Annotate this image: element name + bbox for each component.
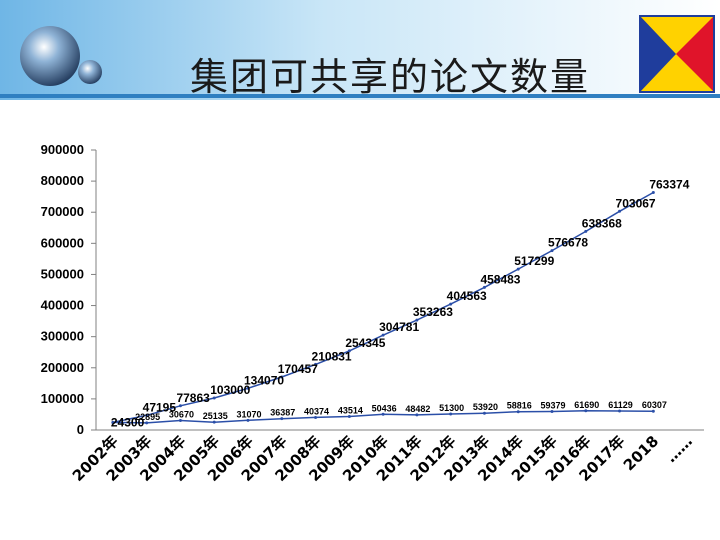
- data-label: 22895: [135, 412, 160, 422]
- data-point: [178, 418, 182, 422]
- data-point: [482, 411, 486, 415]
- data-point: [280, 375, 284, 379]
- x-tick-label: ……: [662, 432, 696, 466]
- y-tick-label: 400000: [41, 298, 84, 313]
- data-label: 30670: [169, 409, 194, 419]
- data-label: 24300: [111, 415, 145, 429]
- data-point: [145, 421, 149, 425]
- data-point: [516, 267, 520, 271]
- data-point: [178, 404, 182, 408]
- chart-axes: [95, 150, 704, 431]
- data-labels: 2430047195778631030001340701704572108312…: [111, 178, 690, 430]
- data-label: 353263: [413, 305, 453, 319]
- brand-flag-logo-icon: [639, 15, 715, 93]
- data-point: [212, 420, 216, 424]
- line-chart: 0 100000 200000 300000 400000 500000 600000 700…: [41, 142, 704, 485]
- y-tick-label: 300000: [41, 329, 84, 344]
- series-lines: [111, 191, 655, 425]
- y-axis-ticks: 0 100000 200000 300000 400000 500000 600000 700…: [41, 142, 96, 437]
- data-label: 404563: [447, 289, 487, 303]
- data-point: [381, 333, 385, 337]
- header-rule: [0, 94, 720, 98]
- data-point: [111, 420, 115, 424]
- data-label: 210831: [312, 349, 352, 363]
- data-label: 58816: [507, 401, 532, 411]
- y-tick-label: 900000: [41, 142, 84, 157]
- series-line-1: [112, 191, 654, 424]
- data-label: 47195: [143, 400, 177, 414]
- y-tick-label: 100000: [41, 391, 84, 406]
- data-label: 254345: [345, 336, 385, 350]
- data-point: [516, 410, 520, 414]
- data-point: [415, 318, 419, 322]
- x-tick-label: 2018: [620, 432, 662, 474]
- data-point: [482, 285, 486, 289]
- y-tick-label: 200000: [41, 360, 84, 375]
- data-label: 60307: [642, 400, 667, 410]
- data-point: [584, 409, 588, 413]
- data-point: [314, 362, 318, 366]
- data-point: [246, 418, 250, 422]
- y-tick-label: 500000: [41, 266, 84, 281]
- data-label: 134070: [244, 373, 284, 387]
- header-band: [0, 0, 720, 100]
- data-point: [347, 349, 351, 353]
- data-point: [651, 191, 655, 195]
- data-label: 31070: [236, 409, 261, 419]
- data-point: [618, 209, 622, 213]
- data-label: 40374: [304, 406, 329, 416]
- data-point: [381, 412, 385, 416]
- data-label: 61129: [608, 400, 633, 410]
- data-label: 703067: [616, 196, 656, 210]
- data-label: 304781: [379, 320, 419, 334]
- data-point: [618, 409, 622, 413]
- data-label: 25135: [203, 411, 228, 421]
- data-label: 763374: [649, 178, 689, 192]
- data-point: [415, 413, 419, 417]
- data-label: 458483: [480, 272, 520, 286]
- data-label: 638368: [582, 216, 622, 230]
- data-label: 103000: [210, 383, 250, 397]
- data-label: 576678: [548, 236, 588, 250]
- data-point: [280, 417, 284, 421]
- globe-logo-icon: [20, 26, 102, 86]
- data-label: 59379: [540, 401, 565, 411]
- data-point: [550, 410, 554, 414]
- data-point: [550, 249, 554, 253]
- data-label: 61690: [574, 400, 599, 410]
- data-point: [584, 229, 588, 233]
- y-tick-label: 600000: [41, 235, 84, 250]
- y-tick-label: 700000: [41, 204, 84, 219]
- data-point: [651, 409, 655, 413]
- data-label: 36387: [270, 408, 295, 418]
- data-label: 50436: [372, 403, 397, 413]
- data-label: 48482: [405, 404, 430, 414]
- data-label: 170457: [278, 362, 318, 376]
- data-point: [449, 302, 453, 306]
- data-point: [246, 386, 250, 390]
- slide-title: 集团可共享的论文数量: [189, 55, 590, 99]
- header-graphic: [0, 0, 720, 100]
- data-point: [449, 412, 453, 416]
- data-label: 77863: [176, 391, 210, 405]
- slide-header: 集团可共享的论文数量: [0, 0, 720, 100]
- x-axis-labels: 2002年2003年2004年2005年2006年2007年2008年2009年…: [69, 432, 696, 485]
- data-point: [314, 415, 318, 419]
- y-tick-label: 800000: [41, 173, 84, 188]
- data-label: 51300: [439, 403, 464, 413]
- data-label: 43514: [338, 405, 363, 415]
- data-point: [145, 413, 149, 417]
- data-label: 53920: [473, 402, 498, 412]
- data-point: [347, 414, 351, 418]
- y-tick-label: 0: [77, 422, 84, 437]
- data-point: [212, 396, 216, 400]
- data-label: 517299: [514, 254, 554, 268]
